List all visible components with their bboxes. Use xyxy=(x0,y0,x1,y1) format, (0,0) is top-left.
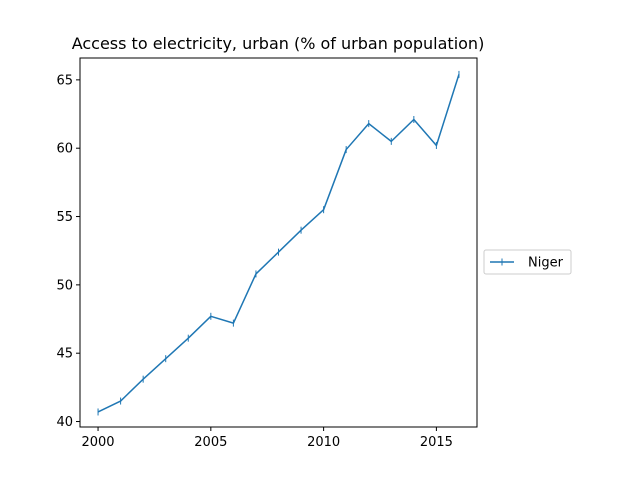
y-tick-label: 65 xyxy=(56,73,73,88)
legend: Niger xyxy=(483,249,572,275)
legend-label: Niger xyxy=(528,256,564,271)
y-tick-label: 55 xyxy=(56,210,73,225)
x-tick-label: 2000 xyxy=(81,435,114,450)
y-axis: 40 45 50 55 60 65 xyxy=(56,73,80,430)
x-tick-label: 2015 xyxy=(420,435,453,450)
series-line-niger xyxy=(97,74,460,413)
x-tick-label: 2005 xyxy=(194,435,227,450)
x-axis: 2000 2005 2010 2015 xyxy=(81,427,453,450)
legend-box xyxy=(483,249,572,275)
y-tick-label: 45 xyxy=(56,347,73,362)
y-tick-label: 40 xyxy=(56,415,73,430)
x-tick-label: 2010 xyxy=(307,435,340,450)
chart-title: Access to electricity, urban (% of urban… xyxy=(72,34,485,53)
y-tick-label: 50 xyxy=(56,278,73,293)
y-tick-label: 60 xyxy=(56,142,73,157)
plot-area xyxy=(97,70,460,416)
axes-frame xyxy=(79,57,478,428)
